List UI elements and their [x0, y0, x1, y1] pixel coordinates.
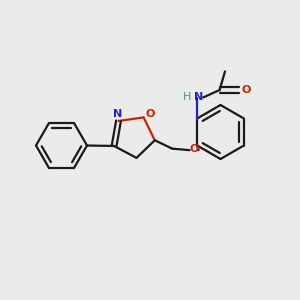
Text: O: O — [146, 110, 155, 119]
Text: N: N — [194, 92, 203, 102]
Text: N: N — [113, 110, 122, 119]
Text: H: H — [183, 92, 192, 102]
Text: O: O — [241, 85, 250, 95]
Text: O: O — [189, 144, 199, 154]
